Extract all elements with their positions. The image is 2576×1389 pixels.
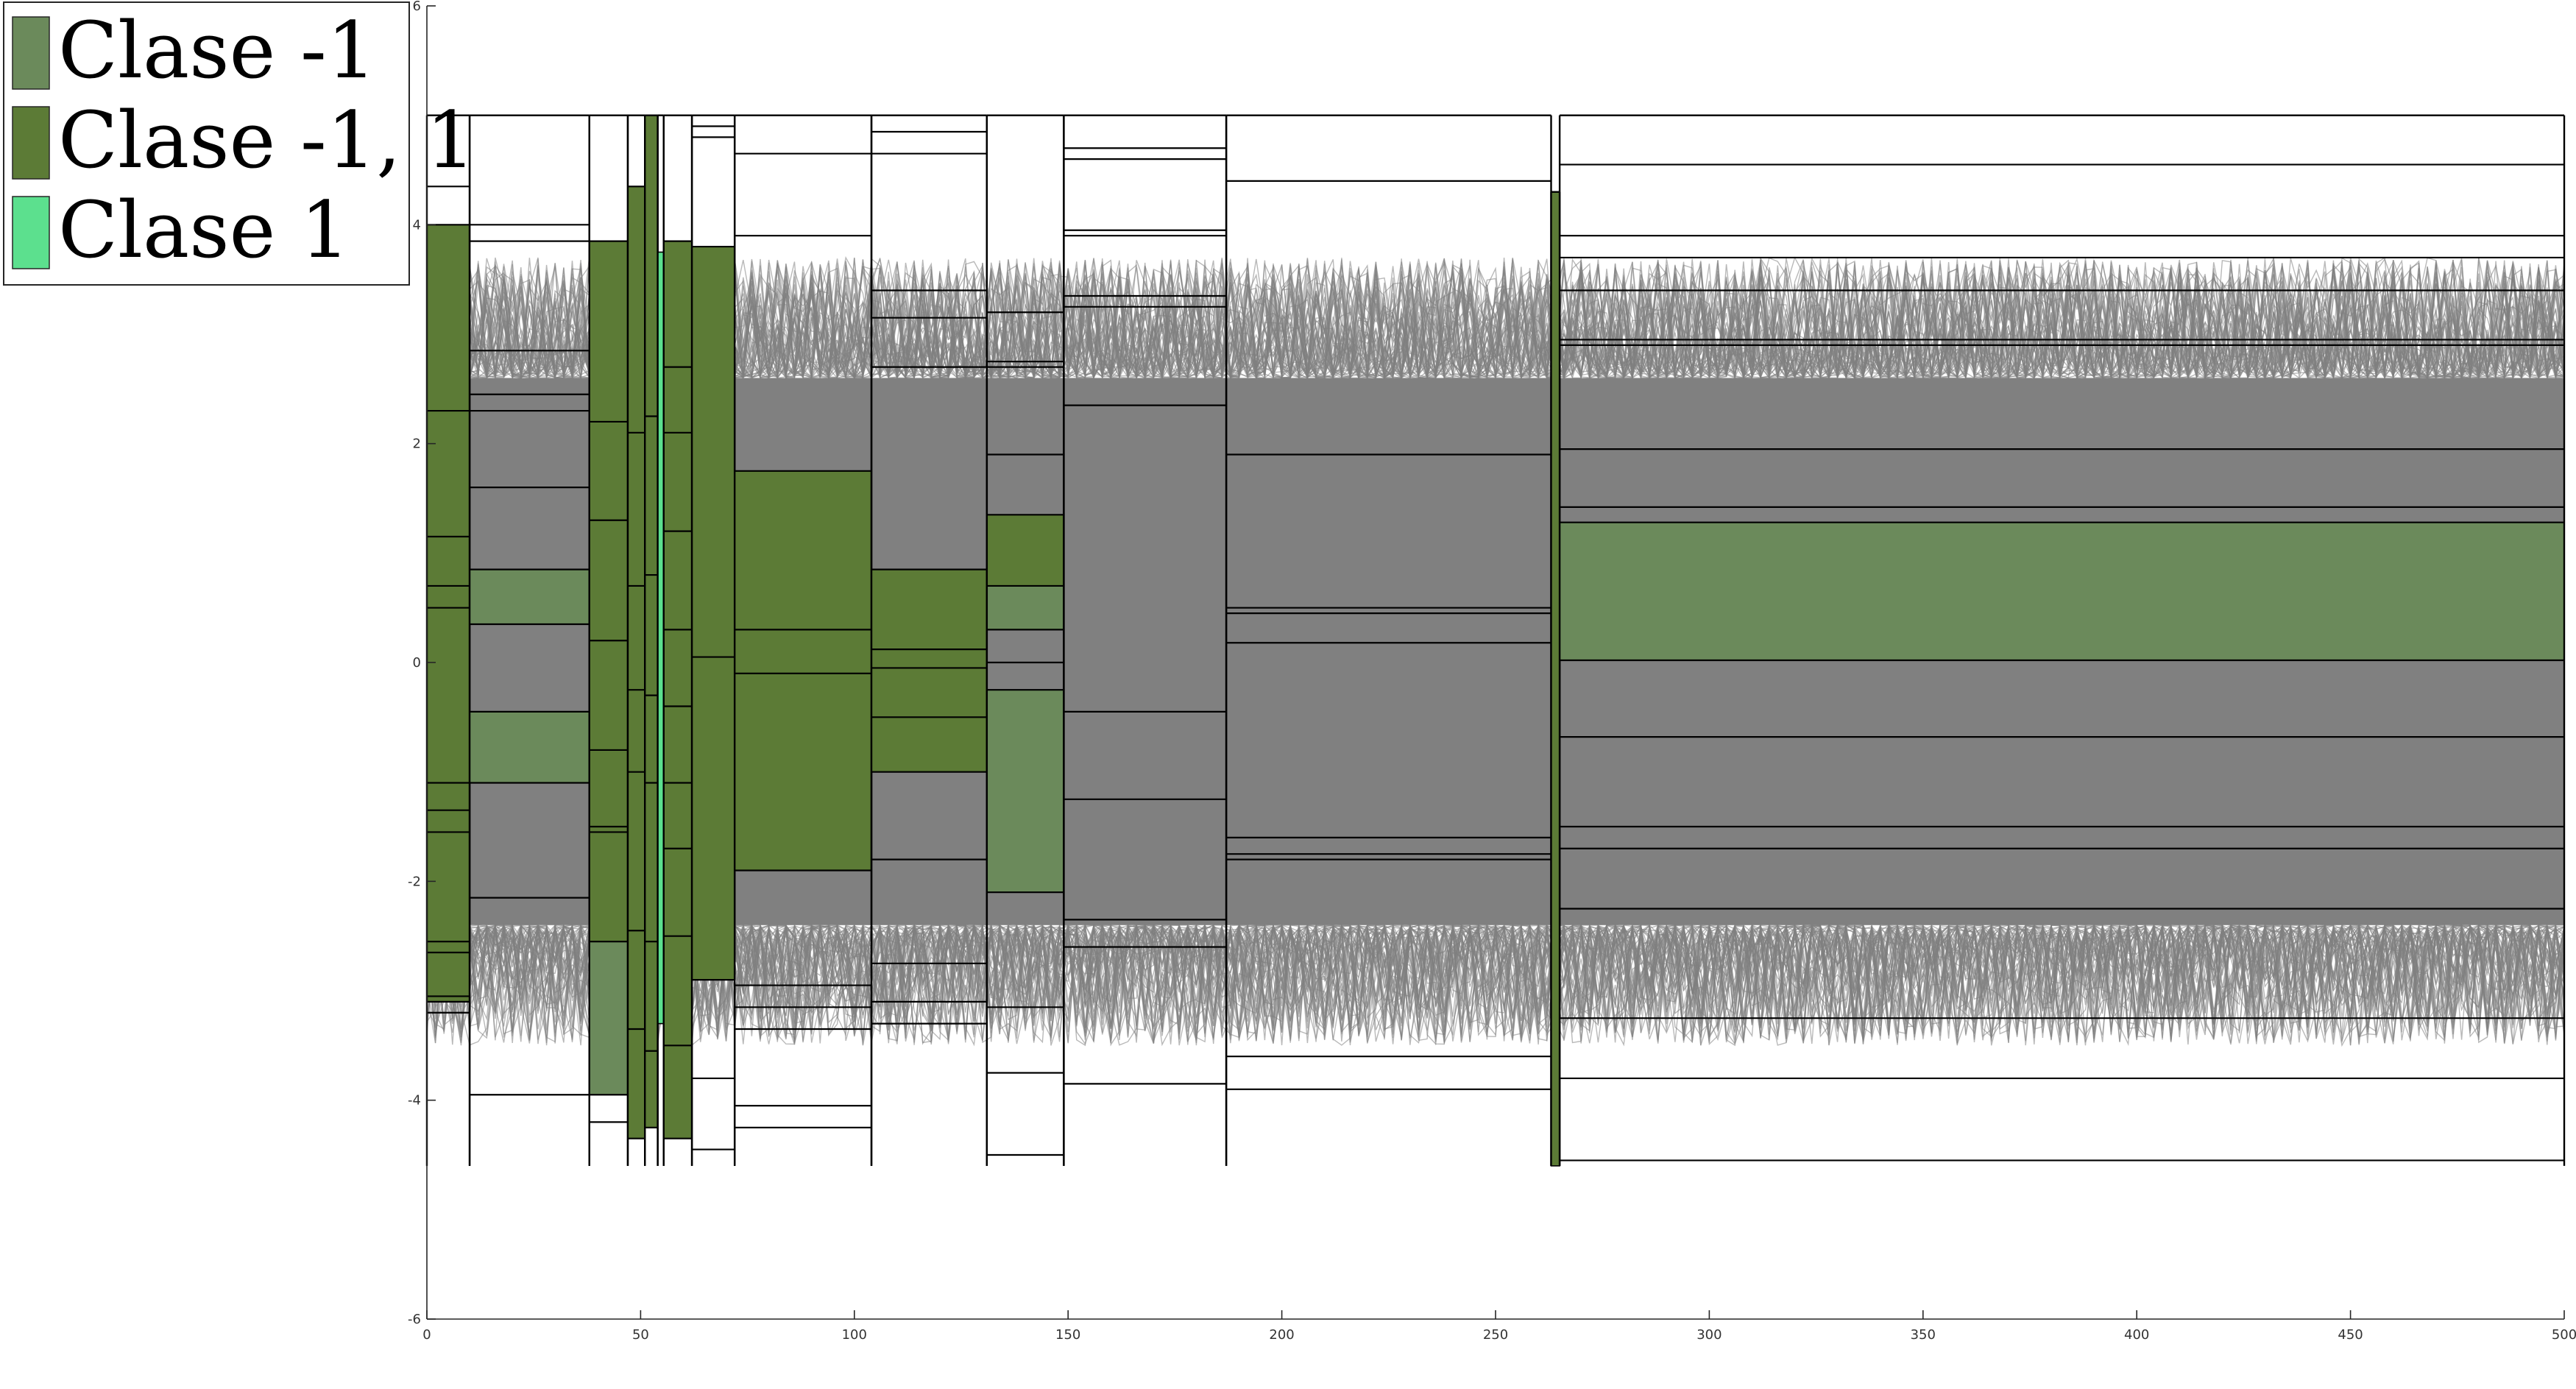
legend-swatch bbox=[12, 106, 50, 180]
x-tick-label: 50 bbox=[632, 1327, 649, 1343]
x-tick-label: 350 bbox=[1911, 1327, 1936, 1343]
y-tick-label: 6 bbox=[413, 0, 421, 14]
signal-trace-lower bbox=[426, 923, 2565, 1046]
y-tick-label: 4 bbox=[413, 217, 421, 233]
class-neg-1-1-block bbox=[627, 185, 646, 1139]
x-tick-label: 200 bbox=[1269, 1327, 1294, 1343]
y-tick-label: 0 bbox=[413, 655, 421, 671]
x-tick-label: 400 bbox=[2124, 1327, 2149, 1343]
class-neg-1-block bbox=[986, 585, 1065, 631]
signal-trace-lower bbox=[426, 923, 2565, 1045]
class-neg-1-block bbox=[1559, 521, 2565, 661]
y-tick-label: 2 bbox=[413, 437, 421, 452]
class-neg-1-block bbox=[469, 711, 590, 784]
class-1-block bbox=[657, 251, 665, 1025]
class-neg-1-1-block bbox=[871, 568, 988, 773]
class-neg-1-1-block bbox=[588, 240, 629, 827]
signal-trace-upper bbox=[426, 257, 2565, 380]
legend-label: Clase -1, 1 bbox=[58, 95, 475, 185]
legend-swatch bbox=[12, 196, 50, 269]
signal-trace-upper bbox=[426, 256, 2565, 380]
signal-trace-upper bbox=[426, 258, 2565, 381]
signal-trace-upper bbox=[426, 258, 2565, 380]
signal-trace-lower bbox=[426, 923, 2565, 1046]
legend-swatch bbox=[12, 16, 50, 90]
axes: 0 50 100 150 200 250 300 350 400 450 500 -6 -4 -2 0 2 4 6 bbox=[408, 0, 2576, 1343]
y-tick-label: -2 bbox=[408, 874, 421, 889]
class-neg-1-block bbox=[986, 689, 1065, 894]
class-neg-1-1-block bbox=[986, 514, 1065, 587]
x-tick-label: 300 bbox=[1696, 1327, 1722, 1343]
x-tick-label: 150 bbox=[1055, 1327, 1080, 1343]
class-neg-1-1-block bbox=[734, 470, 872, 872]
signal-trace-lower bbox=[426, 923, 2565, 1045]
x-tick-label: 450 bbox=[2338, 1327, 2363, 1343]
class-neg-1-1-block bbox=[588, 826, 629, 942]
signal-trace-upper bbox=[426, 261, 2565, 380]
x-tick-label: 0 bbox=[422, 1327, 431, 1343]
x-tick-label: 250 bbox=[1483, 1327, 1508, 1343]
segment-boxes bbox=[425, 114, 2566, 1167]
class-neg-1-1-block bbox=[691, 246, 735, 980]
signal-trace-upper bbox=[426, 256, 2565, 380]
y-tick-label: -6 bbox=[408, 1312, 421, 1327]
class-neg-1-block bbox=[588, 941, 629, 1096]
class-neg-1-1-block bbox=[426, 224, 470, 1003]
class-neg-1-1-block bbox=[1550, 191, 1560, 1167]
legend-label: Clase 1 bbox=[58, 185, 350, 275]
signal-trace-upper bbox=[426, 260, 2565, 380]
class-neg-1-block bbox=[469, 568, 590, 625]
signal-trace-lower bbox=[426, 923, 2565, 1044]
x-tick-label: 100 bbox=[842, 1327, 867, 1343]
legend-box bbox=[3, 1, 410, 286]
signal-trace-lower bbox=[426, 923, 2565, 1046]
class-neg-1-1-block bbox=[662, 240, 693, 1139]
legend-label: Clase -1 bbox=[58, 5, 376, 96]
class-neg-1-1-block bbox=[644, 114, 659, 1128]
signal-trace-upper bbox=[426, 258, 2565, 380]
x-tick-label: 500 bbox=[2552, 1327, 2576, 1343]
y-tick-label: -4 bbox=[408, 1093, 421, 1109]
